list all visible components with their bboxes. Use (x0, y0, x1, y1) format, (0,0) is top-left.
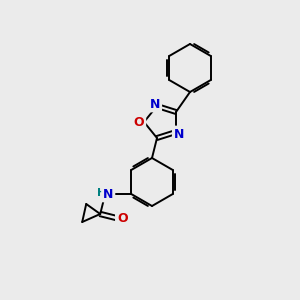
Text: O: O (134, 116, 144, 128)
Text: N: N (174, 128, 184, 140)
Text: O: O (117, 212, 128, 224)
Text: N: N (150, 98, 160, 110)
Text: H: H (97, 188, 106, 198)
Text: N: N (103, 188, 113, 200)
